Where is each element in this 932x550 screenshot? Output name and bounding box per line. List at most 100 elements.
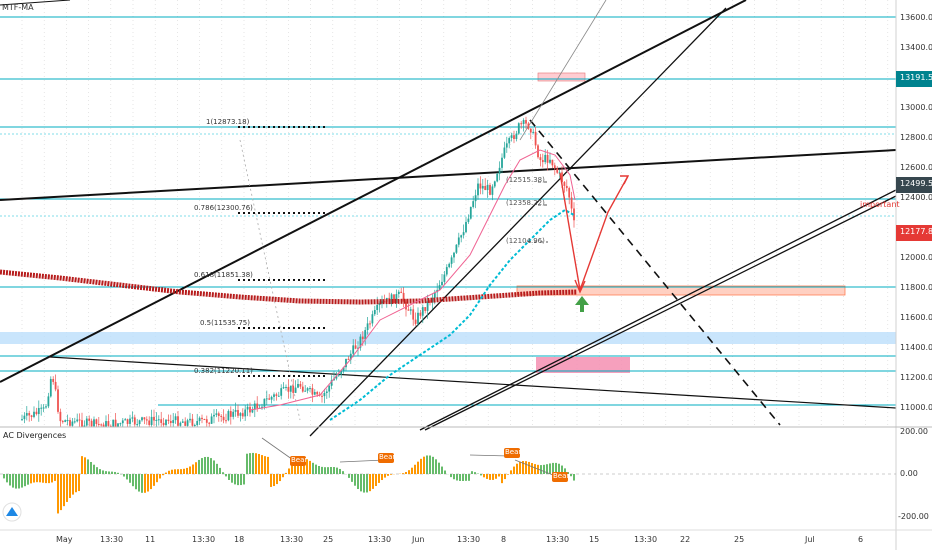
histogram-bar [504, 474, 506, 480]
ma-annotation: (12515.38) [506, 176, 545, 184]
histogram-bar [216, 463, 218, 474]
candle-body [143, 417, 146, 420]
candle-body [450, 257, 453, 264]
histogram-bar [132, 474, 134, 487]
histogram-bar [291, 464, 293, 474]
candle-body [455, 244, 458, 253]
histogram-bar [372, 474, 374, 489]
histogram-bar [444, 470, 446, 474]
histogram-bar [264, 456, 266, 474]
histogram-bar [309, 460, 311, 474]
candle-body [191, 418, 194, 426]
histogram-bar [378, 474, 380, 483]
candle-body [33, 411, 35, 417]
histogram-bar [435, 459, 437, 474]
histogram-bar [534, 464, 536, 474]
histogram-bar [240, 474, 242, 486]
candle-body [126, 419, 129, 424]
candle-body [311, 388, 314, 395]
histogram-bar [213, 460, 215, 474]
candle-body [172, 420, 175, 424]
histogram-bar [558, 463, 560, 474]
y-tick: 12000.00 [900, 253, 932, 262]
candle-body [325, 391, 328, 394]
candle-body [61, 421, 64, 423]
histogram-bar [318, 466, 320, 474]
candle-body [153, 416, 155, 421]
histogram-bar [27, 474, 29, 485]
candle-body [546, 154, 549, 163]
histogram-bar [270, 474, 272, 487]
histogram-bar [507, 474, 509, 475]
histogram-bar [465, 474, 467, 481]
candle-body [438, 285, 441, 290]
histogram-bar [24, 474, 26, 487]
candle-body [462, 232, 465, 236]
histogram-bar [81, 456, 83, 474]
oscillator-title: AC Divergences [3, 431, 67, 440]
candle-body [78, 419, 81, 421]
candle-body [412, 309, 415, 320]
y-tick: 11600.00 [900, 313, 932, 322]
important-label: important [860, 200, 900, 209]
histogram-bar [441, 466, 443, 474]
bear-label: Bear [505, 448, 522, 456]
histogram-bar [6, 474, 8, 483]
candle-body [155, 419, 158, 421]
histogram-bar [513, 466, 515, 474]
candle-body [40, 407, 43, 409]
histogram-bar [312, 462, 314, 474]
histogram-bar [546, 464, 548, 474]
x-tick: 25 [323, 535, 334, 544]
candle-body [138, 420, 141, 425]
histogram-bar [51, 474, 53, 483]
candle-body [354, 345, 357, 349]
candle-body [184, 421, 187, 426]
candle-body [371, 314, 374, 324]
histogram-bar [3, 474, 5, 479]
price-tag-label: 12177.81 [900, 227, 932, 236]
histogram-bar [567, 472, 569, 474]
candle-body [397, 291, 400, 295]
candle-body [541, 160, 544, 163]
candle-body [239, 413, 242, 416]
x-tick: 15 [589, 535, 600, 544]
candle-body [491, 186, 494, 195]
candle-body [553, 165, 556, 169]
candle-body [179, 422, 182, 426]
candle-body [232, 411, 235, 417]
histogram-bar [336, 467, 338, 474]
candle-body [405, 301, 407, 310]
candle-body [301, 386, 304, 392]
candle-body [294, 387, 297, 393]
histogram-bar [162, 474, 164, 476]
candle-body [136, 424, 139, 426]
candle-body [433, 292, 436, 298]
candle-body [453, 252, 455, 258]
histogram-bar [9, 474, 11, 486]
candle-body [124, 419, 127, 421]
histogram-bar [375, 474, 377, 487]
price-tag-label: 13191.52 [900, 73, 932, 82]
histogram-bar [219, 467, 221, 474]
x-tick: 18 [234, 535, 245, 544]
histogram-bar [285, 472, 287, 474]
candle-body [417, 312, 419, 324]
histogram-bar [543, 464, 545, 474]
candle-body [544, 154, 547, 163]
candle-body [112, 419, 115, 427]
candle-body [532, 131, 535, 133]
histogram-bar [357, 474, 359, 490]
candle-body [330, 380, 333, 386]
candle-body [251, 409, 254, 413]
candle-body [280, 388, 283, 396]
histogram-bar [15, 474, 17, 489]
candle-body [517, 123, 520, 134]
x-tick: 13:30 [368, 535, 392, 544]
candle-body [349, 353, 352, 360]
indicator-title: MTF-MA [2, 3, 34, 12]
x-tick: 8 [501, 535, 507, 544]
y-tick: 11000.00 [900, 403, 932, 412]
histogram-bar [528, 461, 530, 474]
